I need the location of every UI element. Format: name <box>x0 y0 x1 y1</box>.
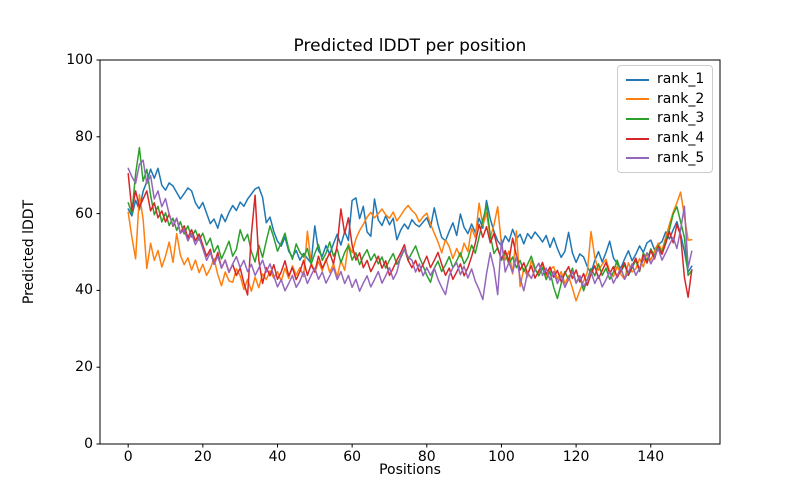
x-tick-label: 40 <box>268 449 287 465</box>
y-tick-label: 0 <box>84 436 93 452</box>
legend-line-sample <box>626 117 649 120</box>
x-tick-label: 80 <box>417 449 436 465</box>
legend-item: rank_2 <box>626 90 704 109</box>
chart-title: Predicted lDDT per position <box>293 36 527 56</box>
legend-item: rank_1 <box>626 70 704 89</box>
legend: rank_1 rank_2 rank_3 rank_4 rank_5 <box>617 65 713 173</box>
legend-label: rank_2 <box>657 90 705 107</box>
legend-label: rank_5 <box>657 149 705 166</box>
legend-line-sample <box>626 98 649 101</box>
y-tick-label: 60 <box>75 205 93 222</box>
x-tick-label: 120 <box>562 449 590 465</box>
y-axis-label: Predicted lDDT <box>21 199 37 305</box>
legend-label: rank_3 <box>657 110 705 127</box>
y-tick-label: 40 <box>75 282 93 299</box>
legend-item: rank_4 <box>626 129 704 148</box>
x-tick-label: 20 <box>193 449 212 465</box>
y-tick-label: 100 <box>66 52 93 68</box>
legend-item: rank_3 <box>626 109 704 128</box>
x-axis-label: Positions <box>379 462 441 478</box>
legend-line-sample <box>626 78 649 81</box>
legend-line-sample <box>626 137 649 140</box>
x-tick-label: 0 <box>123 449 133 465</box>
legend-label: rank_4 <box>657 130 705 147</box>
x-tick-label: 140 <box>637 449 665 465</box>
y-tick-label: 80 <box>75 128 93 145</box>
legend-label: rank_1 <box>657 71 705 88</box>
legend-line-sample <box>626 157 649 160</box>
x-tick-label: 60 <box>343 449 362 465</box>
y-tick-label: 20 <box>75 359 93 376</box>
legend-item: rank_5 <box>626 149 704 168</box>
x-tick-label: 100 <box>488 449 515 465</box>
